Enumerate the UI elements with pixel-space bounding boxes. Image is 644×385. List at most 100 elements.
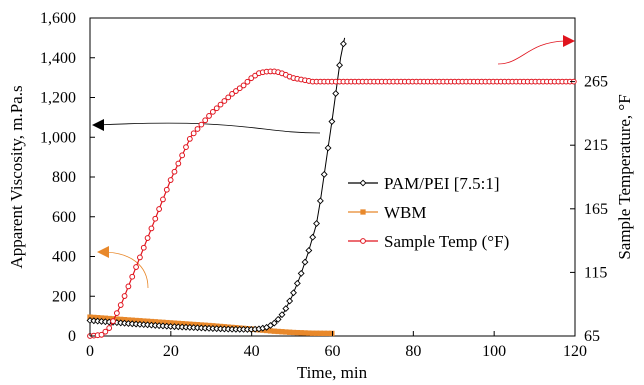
data-point <box>129 273 136 280</box>
y-left-tick-label: 800 <box>52 169 76 186</box>
legend-marker <box>360 209 366 215</box>
legend: PAM/PEI [7.5:1] WBM Sample Temp (°F) <box>348 174 509 251</box>
y-right-tick-label: 65 <box>584 328 600 345</box>
y-left-tick-label: 0 <box>68 328 76 345</box>
data-point <box>236 85 243 92</box>
data-point <box>202 117 209 124</box>
data-point <box>316 197 324 205</box>
annotation-arrows <box>92 35 575 289</box>
x-tick-label: 20 <box>163 343 179 360</box>
data-point <box>297 269 305 277</box>
data-point <box>278 311 286 319</box>
data-point <box>117 302 124 308</box>
y-right-tick-label: 165 <box>584 201 608 218</box>
data-point <box>282 305 290 313</box>
data-point <box>209 108 216 115</box>
data-point <box>309 233 317 241</box>
y-left-tick-label: 1,200 <box>40 90 76 107</box>
data-point <box>113 310 120 317</box>
data-point <box>336 61 344 69</box>
arrow-head-temp <box>563 35 575 47</box>
legend-marker <box>360 238 366 244</box>
data-point <box>233 88 239 94</box>
y-left-tick-label: 1,400 <box>40 50 76 67</box>
arrow-head-wbm <box>97 246 109 258</box>
data-point <box>213 105 220 112</box>
data-point <box>179 152 186 159</box>
data-point <box>144 235 151 241</box>
data-point <box>329 330 335 337</box>
data-point <box>156 206 163 212</box>
data-point <box>217 101 224 108</box>
x-tick-label: 80 <box>405 343 421 360</box>
series-pam-pei-7-5-1 <box>86 37 347 333</box>
data-point <box>110 318 116 325</box>
data-point <box>290 289 297 297</box>
legend-label: WBM <box>384 203 427 222</box>
data-point <box>313 220 320 227</box>
data-point <box>171 168 178 175</box>
x-tick-label: 120 <box>563 343 587 360</box>
legend-marker <box>359 179 367 187</box>
data-point <box>328 118 336 125</box>
data-point <box>286 297 294 305</box>
legend-item: Sample Temp (°F) <box>348 232 509 251</box>
series-layer <box>86 37 577 339</box>
data-point <box>190 130 197 137</box>
data-point <box>301 258 309 266</box>
series-line <box>89 70 575 337</box>
x-axis-title: Time, min <box>297 363 368 382</box>
arrow-temp-to-right-axis <box>497 40 566 65</box>
data-point <box>102 328 109 335</box>
data-point <box>293 279 301 287</box>
data-point <box>320 170 328 178</box>
data-point <box>229 90 235 97</box>
data-point <box>244 78 251 85</box>
data-point <box>98 331 105 338</box>
data-point <box>121 293 128 299</box>
data-point <box>339 40 347 48</box>
x-tick-label: 60 <box>325 343 341 360</box>
plot-frame <box>89 17 576 337</box>
data-point <box>274 315 282 323</box>
arrow-head-pam <box>92 119 104 131</box>
data-point <box>137 254 143 261</box>
data-point <box>160 196 166 203</box>
data-point <box>305 247 313 254</box>
series-sample-temp-f <box>87 68 577 339</box>
data-point <box>270 319 278 327</box>
data-point <box>198 121 205 128</box>
ticks-layer: 0 20 40 60 80 100 120 0 200 400 600 800 1,000 1,200 1,… <box>40 10 608 360</box>
data-point <box>194 126 201 132</box>
y-right-tick-label: 265 <box>584 74 608 91</box>
y-left-tick-label: 1,600 <box>40 10 76 27</box>
y-right-tick-label: 215 <box>584 137 608 154</box>
data-point <box>152 215 159 222</box>
legend-item: PAM/PEI [7.5:1] <box>348 174 500 193</box>
legend-label: Sample Temp (°F) <box>384 232 509 251</box>
data-point <box>186 135 193 142</box>
data-point <box>240 82 247 89</box>
data-point <box>140 244 147 251</box>
data-point <box>221 98 228 104</box>
data-point <box>206 113 212 119</box>
arrow-wbm-to-left-axis <box>101 251 149 289</box>
x-tick-label: 40 <box>244 343 260 360</box>
data-point <box>248 75 255 82</box>
x-tick-label: 100 <box>482 343 506 360</box>
y-right-tick-label: 115 <box>584 264 607 281</box>
data-point <box>163 186 170 193</box>
data-point <box>175 160 182 167</box>
arrow-pam-to-left-axis <box>96 122 321 134</box>
y-right-axis-title: Sample Temperature, °F <box>615 94 634 259</box>
data-point <box>106 325 113 331</box>
y-left-tick-label: 1,000 <box>40 129 76 146</box>
y-left-tick-label: 600 <box>52 209 76 226</box>
y-left-tick-label: 200 <box>52 288 76 305</box>
y-left-tick-label: 400 <box>52 249 76 266</box>
legend-label: PAM/PEI [7.5:1] <box>384 174 500 193</box>
legend-item: WBM <box>348 203 427 222</box>
data-point <box>167 177 174 183</box>
data-point <box>183 144 189 151</box>
y-left-axis-title: Apparent Viscosity, m.Pa.s <box>7 85 26 268</box>
